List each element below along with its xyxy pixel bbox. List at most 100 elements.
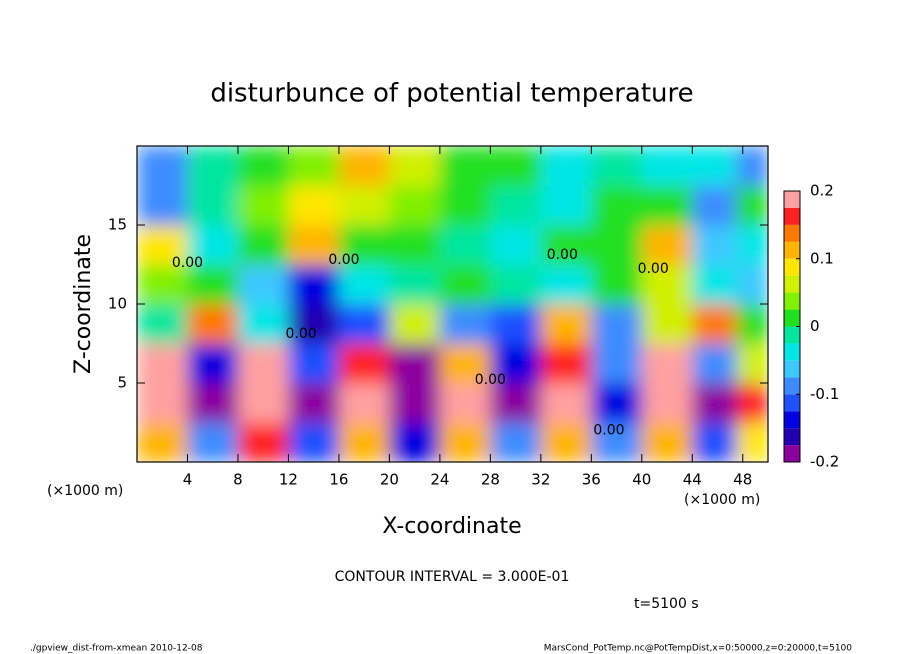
colorbar-band <box>784 326 800 344</box>
field-cell <box>591 422 643 462</box>
x-tick-label: 32 <box>531 471 550 489</box>
field-cell <box>187 422 239 462</box>
colorbar-tick-label: 0.2 <box>810 182 834 200</box>
field-cell <box>736 304 768 344</box>
field-cell <box>540 185 592 226</box>
field-cell <box>736 225 768 265</box>
field-cell <box>490 304 542 344</box>
field-cell <box>237 304 289 344</box>
colorbar: -0.2 -0.1 0 0.1 0.2 <box>783 182 839 471</box>
field-cell <box>389 383 441 423</box>
x-tick-label: 48 <box>733 471 752 489</box>
field-cell <box>237 185 289 226</box>
field-cell <box>591 304 643 344</box>
time-label: t=5100 s <box>634 596 699 612</box>
field-cell <box>187 383 239 423</box>
field-cell <box>237 264 289 305</box>
field-cell <box>288 264 340 305</box>
field-cell <box>338 304 390 344</box>
field-cell <box>540 383 592 423</box>
field-cell <box>439 185 491 226</box>
field-cell <box>540 343 592 384</box>
contour-label: 0.00 <box>172 255 203 271</box>
field-cell <box>591 383 643 423</box>
colorbar-band <box>784 411 800 429</box>
x-tick-label: 4 <box>183 471 193 489</box>
field-cell <box>490 185 542 226</box>
field-cell <box>641 264 693 305</box>
y-tick-label: 15 <box>108 216 127 234</box>
field-cell <box>490 343 542 384</box>
field-cell <box>237 343 289 384</box>
field-cell <box>338 343 390 384</box>
field-cell <box>187 304 239 344</box>
x-tick-label: 16 <box>329 471 348 489</box>
field-cell <box>338 185 390 226</box>
x-tick-label: 40 <box>632 471 651 489</box>
x-tick-label: 24 <box>430 471 449 489</box>
colorbar-tick-label: -0.1 <box>810 385 839 403</box>
field-cell <box>692 304 737 344</box>
field-cell <box>490 383 542 423</box>
field-cell <box>540 304 592 344</box>
colorbar-band <box>784 445 800 462</box>
field-cell <box>338 264 390 305</box>
field-cell <box>439 146 491 186</box>
field-cell <box>692 383 737 423</box>
x-tick-label: 36 <box>582 471 601 489</box>
x-tick-label: 8 <box>233 471 243 489</box>
field-cell <box>692 343 737 384</box>
field-cell <box>692 422 737 462</box>
field-cell <box>736 146 768 186</box>
contour-label: 0.00 <box>547 247 578 263</box>
field-cell <box>490 264 542 305</box>
x-tick-label: 20 <box>380 471 399 489</box>
field-cell <box>389 225 441 265</box>
field-cell <box>490 422 542 462</box>
field <box>137 146 768 462</box>
field-cell <box>591 146 643 186</box>
field-cell <box>137 185 188 226</box>
y-tick-label: 10 <box>108 295 127 313</box>
field-cell <box>540 146 592 186</box>
field-cell <box>137 304 188 344</box>
field-cell <box>288 146 340 186</box>
field-cell <box>540 422 592 462</box>
field-cell <box>389 343 441 384</box>
field-cell <box>641 422 693 462</box>
field-cell <box>641 304 693 344</box>
field-cell <box>641 146 693 186</box>
field-cell <box>692 225 737 265</box>
colorbar-band <box>784 275 800 293</box>
contour-interval: CONTOUR INTERVAL = 3.000E-01 <box>335 569 570 585</box>
field-cell <box>137 146 188 186</box>
field-cell <box>736 185 768 226</box>
field-cell <box>540 264 592 305</box>
field-cell <box>736 383 768 423</box>
field-cell <box>692 185 737 226</box>
field-cell <box>187 343 239 384</box>
field-cell <box>540 225 592 265</box>
field-cell <box>439 383 491 423</box>
field-cell <box>736 264 768 305</box>
field-cell <box>237 225 289 265</box>
field-cell <box>439 264 491 305</box>
colorbar-band <box>784 394 800 412</box>
contour-labels: 0.00 0.00 0.00 0.00 0.00 0.00 0.00 <box>172 247 669 438</box>
contour-label: 0.00 <box>638 261 669 277</box>
field-cell <box>591 225 643 265</box>
field-cell <box>439 225 491 265</box>
field-cell <box>288 225 340 265</box>
field-cell <box>692 146 737 186</box>
field-cell <box>187 185 239 226</box>
field-cell <box>389 422 441 462</box>
field-cell <box>389 304 441 344</box>
field-cell <box>338 422 390 462</box>
x-tick-label: 12 <box>279 471 298 489</box>
field-cell <box>591 185 643 226</box>
field-cell <box>338 225 390 265</box>
field-cell <box>736 422 768 462</box>
colorbar-band <box>784 343 800 361</box>
colorbar-band <box>784 258 800 276</box>
